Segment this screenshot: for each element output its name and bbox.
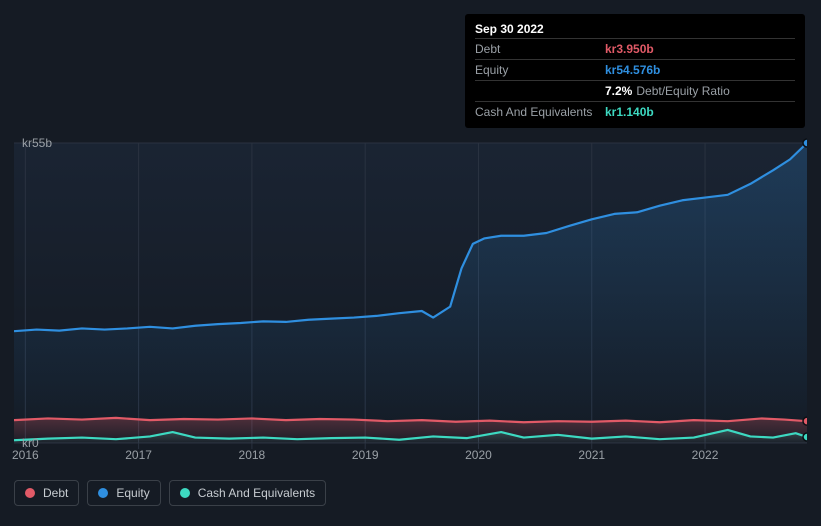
x-axis-label: 2018 <box>239 448 266 462</box>
x-axis-label: 2016 <box>12 448 39 462</box>
y-axis-label: kr0 <box>22 436 39 450</box>
legend-label: Cash And Equivalents <box>198 486 315 500</box>
legend-label: Debt <box>43 486 68 500</box>
y-axis-label: kr55b <box>22 136 52 150</box>
tooltip-row-label <box>475 84 605 98</box>
tooltip-title: Sep 30 2022 <box>475 20 795 38</box>
tooltip-row-label: Equity <box>475 63 605 77</box>
x-axis: 2016 2017 2018 2019 2020 2021 2022 <box>14 448 807 468</box>
x-axis-label: 2017 <box>125 448 152 462</box>
x-axis-label: 2022 <box>692 448 719 462</box>
x-axis-label: 2021 <box>578 448 605 462</box>
legend-dot-icon <box>25 488 35 498</box>
chart-area <box>14 125 807 465</box>
chart-svg <box>14 125 807 465</box>
legend-label: Equity <box>116 486 149 500</box>
series-end-marker-debt <box>803 417 807 425</box>
legend-item-equity[interactable]: Equity <box>87 480 160 506</box>
tooltip-row-label: Debt <box>475 42 605 56</box>
legend-dot-icon <box>98 488 108 498</box>
tooltip-row: Debtkr3.950b <box>475 38 795 59</box>
legend: Debt Equity Cash And Equivalents <box>14 480 326 506</box>
tooltip-row: Equitykr54.576b <box>475 59 795 80</box>
tooltip-row-value: kr3.950b <box>605 42 654 56</box>
tooltip-row-value: 7.2%Debt/Equity Ratio <box>605 84 730 98</box>
legend-dot-icon <box>180 488 190 498</box>
legend-item-debt[interactable]: Debt <box>14 480 79 506</box>
tooltip-row-value: kr54.576b <box>605 63 660 77</box>
x-axis-label: 2019 <box>352 448 379 462</box>
tooltip-row-label: Cash And Equivalents <box>475 105 605 119</box>
series-end-marker-cash <box>803 433 807 441</box>
tooltip-row-value: kr1.140b <box>605 105 654 119</box>
tooltip-row-suffix: Debt/Equity Ratio <box>636 84 729 98</box>
tooltip-card: Sep 30 2022 Debtkr3.950bEquitykr54.576b7… <box>465 14 805 128</box>
tooltip-row: Cash And Equivalentskr1.140b <box>475 101 795 122</box>
series-end-marker-equity <box>803 139 807 147</box>
legend-item-cash[interactable]: Cash And Equivalents <box>169 480 326 506</box>
x-axis-label: 2020 <box>465 448 492 462</box>
tooltip-row: 7.2%Debt/Equity Ratio <box>475 80 795 101</box>
